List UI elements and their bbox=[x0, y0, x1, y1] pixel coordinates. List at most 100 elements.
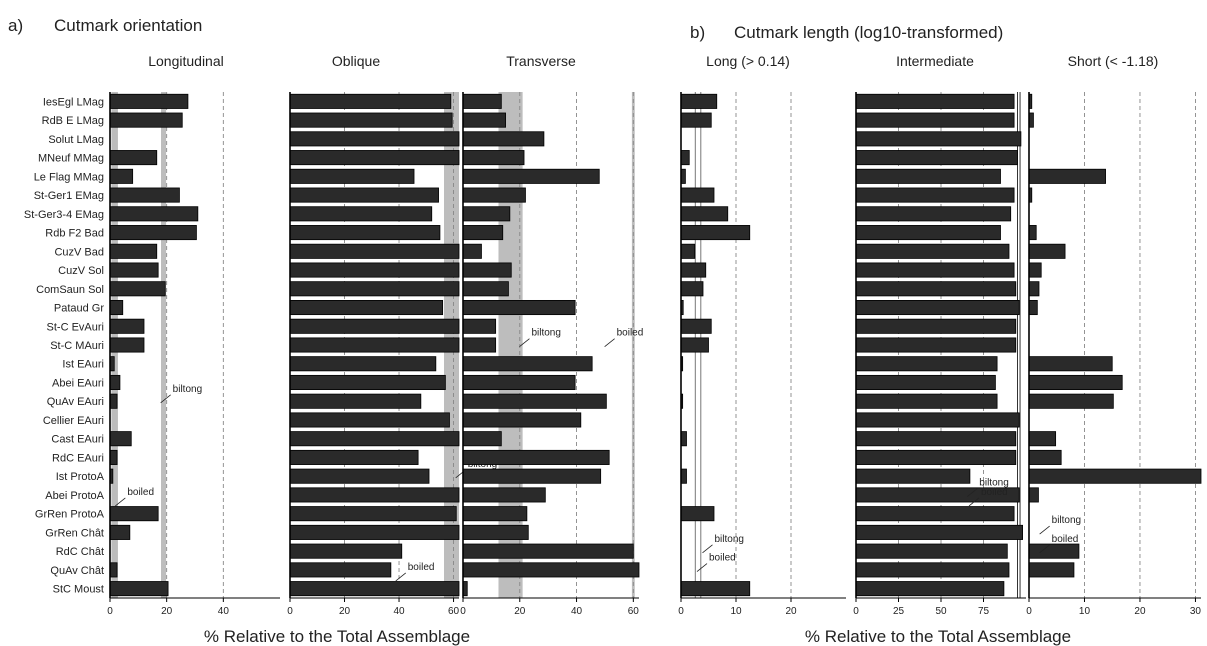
annotation-arrow bbox=[160, 394, 171, 404]
bar bbox=[109, 112, 183, 128]
bar bbox=[1028, 468, 1202, 484]
bar bbox=[462, 225, 504, 241]
bar bbox=[109, 581, 169, 597]
bar bbox=[289, 356, 437, 372]
annotation-arrow bbox=[696, 563, 708, 572]
bar bbox=[109, 93, 189, 109]
bar bbox=[855, 449, 1017, 465]
annotation-label: biltong bbox=[173, 384, 202, 395]
x-tick-label: 60 bbox=[628, 606, 640, 617]
bar bbox=[680, 206, 729, 222]
bar bbox=[855, 206, 1012, 222]
category-label: St-C MAuri bbox=[50, 340, 104, 352]
x-tick-label: 10 bbox=[730, 606, 742, 617]
bar bbox=[680, 112, 712, 128]
bar bbox=[680, 281, 704, 297]
panel-transverse: Transverse 0 20 40 60 biltong boiled bbox=[460, 53, 643, 617]
bar bbox=[680, 262, 707, 278]
bar bbox=[109, 206, 199, 222]
category-label: Ist ProtoA bbox=[56, 471, 105, 483]
bar bbox=[462, 93, 502, 109]
bar bbox=[289, 449, 419, 465]
x-tick-label: 50 bbox=[935, 606, 947, 617]
reference-band bbox=[161, 92, 167, 598]
x-tick-label: 20 bbox=[161, 606, 173, 617]
x-tick-label: 0 bbox=[287, 606, 293, 617]
x-tick-label: 30 bbox=[1190, 606, 1202, 617]
bar bbox=[462, 262, 512, 278]
annotation-arrow bbox=[115, 497, 126, 507]
bar bbox=[855, 543, 1008, 559]
x-tick-label: 20 bbox=[785, 606, 797, 617]
bar bbox=[289, 581, 460, 597]
bar bbox=[109, 562, 118, 578]
bar bbox=[855, 356, 998, 372]
category-label: Rdb F2 Bad bbox=[45, 228, 104, 240]
bar bbox=[1028, 374, 1123, 391]
header-b-letter: b) bbox=[690, 23, 705, 42]
bar bbox=[109, 262, 159, 278]
bar bbox=[289, 168, 415, 184]
bar bbox=[109, 431, 132, 447]
bar bbox=[855, 318, 1017, 334]
x-tick-label: 20 bbox=[1134, 606, 1146, 617]
annotation-label: biltong bbox=[531, 328, 560, 339]
bar bbox=[462, 131, 545, 147]
bar bbox=[109, 225, 197, 241]
panel-title: Transverse bbox=[506, 53, 576, 69]
bar bbox=[289, 412, 450, 428]
x-tick-label: 0 bbox=[107, 606, 113, 617]
category-label: St-Ger1 EMag bbox=[34, 190, 104, 202]
bar bbox=[680, 506, 715, 522]
annotation-label: biltong bbox=[715, 534, 744, 545]
bar bbox=[462, 318, 497, 334]
annotation-arrow bbox=[968, 497, 980, 507]
bar bbox=[1028, 299, 1038, 316]
bar bbox=[109, 318, 145, 334]
bar bbox=[289, 131, 460, 147]
category-label: CuzV Bad bbox=[54, 246, 104, 258]
bar bbox=[855, 262, 1015, 278]
bar bbox=[1028, 168, 1106, 184]
x-tick-label: 75 bbox=[978, 606, 990, 617]
bar bbox=[289, 225, 441, 241]
annotation-label: boiled bbox=[981, 487, 1008, 498]
x-tick-label: 0 bbox=[853, 606, 859, 617]
bar bbox=[855, 150, 1018, 166]
bar bbox=[1028, 562, 1075, 578]
bar bbox=[855, 187, 1015, 203]
x-tick-label: 0 bbox=[1026, 606, 1032, 617]
category-label: St-C EvAuri bbox=[47, 321, 104, 333]
bar bbox=[462, 112, 506, 128]
bar bbox=[855, 412, 1020, 428]
bar bbox=[289, 187, 439, 203]
category-label: RdC EAuri bbox=[52, 452, 104, 464]
bar bbox=[1028, 543, 1080, 559]
category-label: Ist EAuri bbox=[62, 359, 104, 371]
bar bbox=[855, 506, 1015, 522]
bar bbox=[855, 468, 971, 484]
bar bbox=[462, 431, 502, 447]
bar bbox=[462, 449, 610, 465]
panel-short-1-18: Short (< -1.18) 0 10 20 30 biltong boiled bbox=[1026, 53, 1201, 617]
bar bbox=[109, 506, 159, 522]
bar bbox=[462, 150, 525, 166]
bar bbox=[289, 468, 430, 484]
panel-oblique: Oblique0204060biltongboiled bbox=[287, 53, 497, 617]
category-label: RdC Chât bbox=[56, 546, 104, 558]
annotation-arrow bbox=[604, 338, 615, 347]
bar bbox=[462, 487, 546, 503]
bar bbox=[289, 112, 453, 128]
bar bbox=[855, 299, 1020, 316]
bar bbox=[855, 168, 1001, 184]
bar bbox=[1028, 262, 1042, 278]
x-tick-label: 20 bbox=[514, 606, 526, 617]
bar bbox=[109, 281, 166, 297]
category-label: Cast EAuri bbox=[51, 434, 104, 446]
bar bbox=[462, 374, 576, 391]
bar bbox=[289, 374, 446, 391]
category-label: MNeuf MMag bbox=[38, 153, 104, 165]
reference-band bbox=[498, 92, 523, 598]
bar bbox=[855, 581, 1005, 597]
